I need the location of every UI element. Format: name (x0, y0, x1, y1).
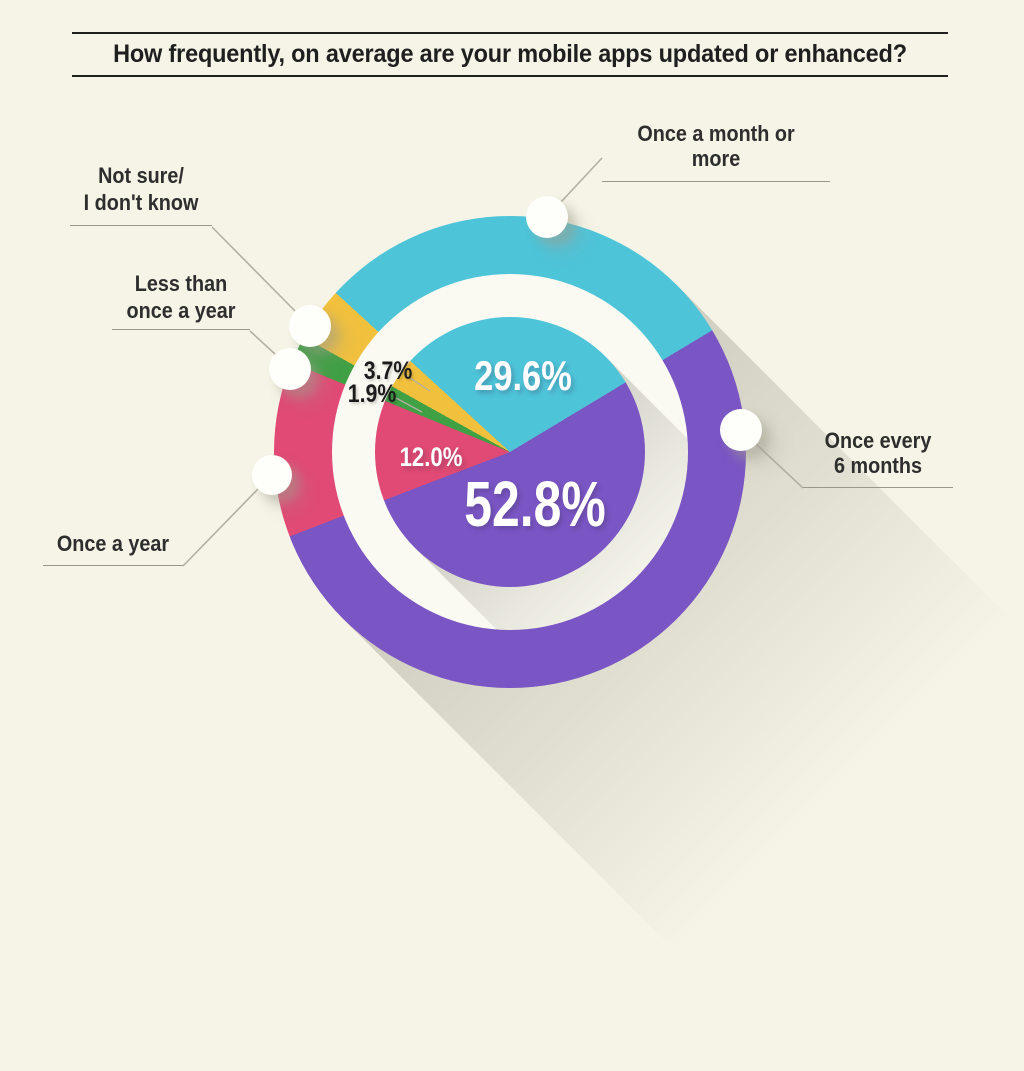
infographic-page: { "title": { "text": "How frequently, on… (43, 32, 1024, 1071)
value-label-once-a-month: 29.6% (474, 352, 572, 399)
value-label-not-sure: 3.7% (363, 357, 413, 385)
callout-dot-once-a-month (526, 196, 568, 238)
leader-line-six-months (755, 443, 804, 489)
callout-text: once a year (126, 298, 236, 323)
callout-label-once-a-month: Once a month or more (602, 121, 830, 182)
callout-text: I don't know (83, 190, 199, 215)
leader-line-once-a-month (560, 157, 603, 203)
pointer-line-1-9-pct (395, 397, 423, 413)
callout-dot-not-sure (289, 305, 331, 347)
value-label-once-a-year: 12.0% (399, 442, 463, 472)
title-rule-bottom (72, 75, 948, 77)
callout-label-once-a-year: Once a year (43, 531, 183, 566)
callout-label-less-than: Less than once a year (112, 270, 250, 330)
value-label-six-months: 52.8% (464, 468, 606, 540)
leader-line-not-sure (211, 226, 296, 312)
leader-line-once-a-year (182, 488, 259, 567)
chart-title: How frequently, on average are your mobi… (113, 40, 907, 68)
leader-line-less-than (249, 330, 276, 355)
callout-label-six-months: Once every 6 months (803, 428, 953, 488)
pointer-line-3-7-pct (403, 373, 431, 392)
callout-text: 6 months (833, 453, 923, 478)
callout-dot-six-months (720, 409, 762, 451)
callout-dot-once-a-year (252, 455, 292, 495)
callout-text: Not sure/ (98, 163, 184, 188)
callout-text: Less than (134, 271, 228, 296)
callout-label-not-sure: Not sure/ I don't know (70, 162, 212, 226)
title-rule-top (72, 32, 948, 34)
callout-text: Once every (824, 428, 932, 453)
leader-lines-layer (182, 157, 804, 567)
callout-text: Once a year (56, 531, 170, 556)
callout-dot-less-than (269, 348, 311, 390)
value-label-less-than: 1.9% (347, 380, 397, 408)
inner-pie (375, 317, 645, 587)
callout-text: Once a month or more (637, 121, 795, 171)
